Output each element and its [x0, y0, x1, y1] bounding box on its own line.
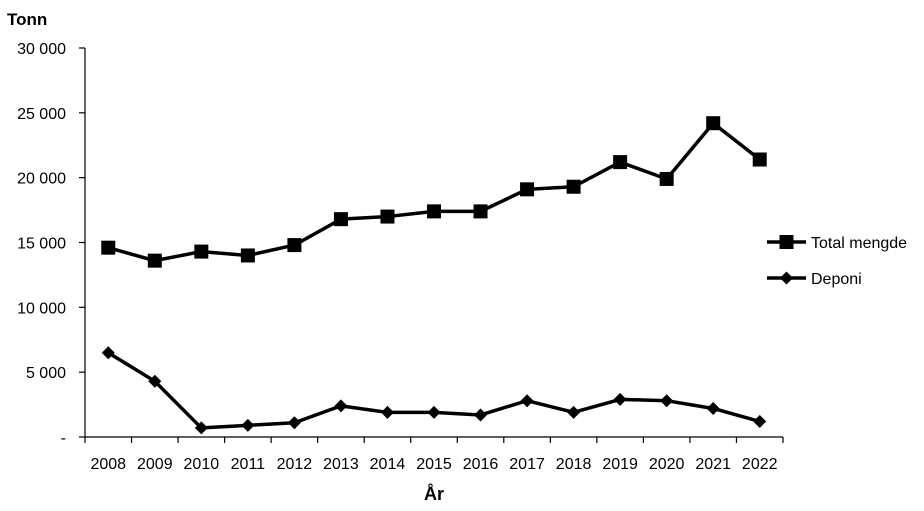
data-point-total-mengde: [659, 171, 674, 186]
legend-marker-deponi: [780, 271, 793, 285]
x-tick-label: 2018: [556, 456, 592, 473]
x-tick-label: 2013: [323, 456, 359, 473]
x-tick-label: 2014: [370, 456, 406, 473]
data-point-deponi: [241, 418, 255, 432]
data-point-total-mengde: [520, 182, 535, 197]
y-axis-title: Tonn: [7, 10, 47, 29]
data-point-total-mengde: [147, 253, 162, 268]
data-point-deponi: [287, 416, 301, 430]
legend-label-deponi: Deponi: [811, 271, 862, 288]
data-point-deponi: [660, 394, 674, 408]
series-total-mengde: [101, 116, 767, 268]
x-tick-label: 2017: [509, 456, 545, 473]
data-point-total-mengde: [194, 244, 209, 259]
data-point-deponi: [520, 394, 534, 408]
x-tick-label: 2012: [277, 456, 313, 473]
x-tick-label: 2020: [649, 456, 685, 473]
y-tick-label: 30 000: [17, 41, 66, 58]
data-point-total-mengde: [706, 116, 721, 131]
data-point-total-mengde: [613, 155, 628, 170]
data-point-deponi: [194, 421, 208, 435]
legend-label-total-mengde: Total mengde: [811, 235, 907, 252]
y-tick-label: 25 000: [17, 106, 66, 123]
x-tick-label: 2009: [137, 456, 173, 473]
x-tick-label: 2015: [416, 456, 452, 473]
data-point-total-mengde: [427, 204, 441, 219]
y-axis-ticks: - 5 000 10 000 15 000 20 000 25 000 30 000: [17, 41, 85, 447]
series-layer: [101, 116, 767, 435]
x-tick-label: 2011: [231, 456, 266, 473]
x-tick-label: 2008: [90, 456, 126, 473]
data-point-deponi: [101, 346, 115, 360]
y-tick-label: 5 000: [26, 365, 66, 382]
series-deponi: [101, 346, 767, 435]
data-point-deponi: [613, 392, 627, 406]
data-point-deponi: [753, 414, 767, 428]
data-point-total-mengde: [101, 240, 116, 255]
data-point-total-mengde: [473, 204, 488, 219]
y-tick-label: 15 000: [17, 236, 66, 253]
data-point-total-mengde: [380, 209, 395, 224]
data-point-deponi: [380, 405, 394, 419]
y-tick-label: -: [61, 430, 66, 447]
data-point-deponi: [148, 374, 162, 388]
x-tick-label: 2022: [742, 456, 778, 473]
data-point-deponi: [567, 405, 581, 419]
y-tick-label: 10 000: [17, 300, 66, 317]
legend: Total mengde Deponi: [767, 235, 907, 288]
x-axis-ticks: 2008 2009 2010 2011 2012 2013 2014 2015 2016 2017…: [84, 437, 784, 473]
x-tick-label: 2019: [602, 456, 638, 473]
y-tick-label: 20 000: [17, 171, 66, 188]
data-point-deponi: [427, 405, 441, 419]
x-axis-title: År: [424, 484, 444, 504]
data-point-total-mengde: [752, 152, 767, 167]
data-point-deponi: [334, 399, 348, 413]
data-point-deponi: [706, 401, 720, 415]
data-point-total-mengde: [287, 238, 302, 253]
data-point-total-mengde: [566, 179, 581, 194]
x-tick-label: 2010: [184, 456, 220, 473]
data-point-deponi: [474, 408, 488, 422]
x-tick-label: 2016: [463, 456, 499, 473]
legend-marker-total-mengde: [779, 235, 794, 249]
series-line-total-mengde: [107, 121, 761, 263]
x-tick-label: 2021: [695, 456, 731, 473]
data-point-total-mengde: [240, 248, 255, 263]
data-point-total-mengde: [333, 212, 348, 227]
